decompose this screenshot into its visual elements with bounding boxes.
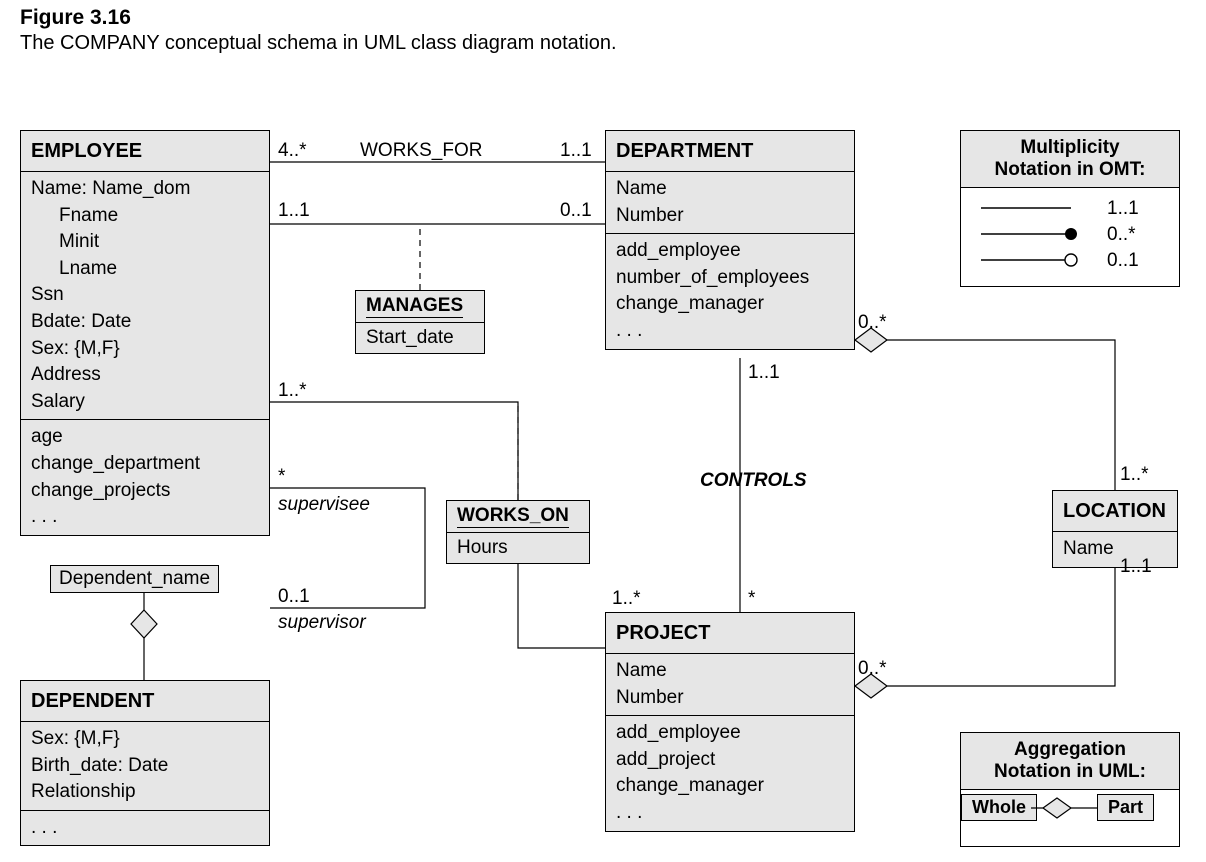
class-dependent-ops: . . . <box>21 811 269 846</box>
legend-uml-agg: Aggregation Notation in UML: Whole Part <box>960 732 1180 847</box>
class-employee: EMPLOYEE Name: Name_dom Fname Minit Lnam… <box>20 130 270 536</box>
omt-row-2: 0..1 <box>1107 250 1139 271</box>
attr: Salary <box>31 389 259 416</box>
class-dependent-attrs: Sex: {M,F} Birth_date: Date Relationship <box>21 722 269 811</box>
attr: Number <box>616 203 844 230</box>
op: age <box>31 424 259 451</box>
omt-row-1: 0..* <box>1107 224 1136 245</box>
mult-proj-loc-agg: 0..* <box>858 658 887 680</box>
attr: Birth_date: Date <box>31 753 259 780</box>
class-location: LOCATION Name <box>1052 490 1178 568</box>
attr: Ssn <box>31 282 259 309</box>
op: . . . <box>616 800 844 827</box>
class-department-attrs: Name Number <box>606 172 854 234</box>
qualifier-dependent-name: Dependent_name <box>50 565 219 593</box>
attr: Number <box>616 685 844 712</box>
op: number_of_employees <box>616 265 844 292</box>
attr: Bdate: Date <box>31 309 259 336</box>
assoc-manages-attr: Start_date <box>356 323 484 353</box>
mult-manages-left: 1..1 <box>278 200 310 222</box>
op: change_manager <box>616 291 844 318</box>
class-project: PROJECT Name Number add_employee add_pro… <box>605 612 855 832</box>
rel-works-for: WORKS_FOR <box>360 140 482 162</box>
op: . . . <box>31 504 259 531</box>
op: . . . <box>616 318 844 345</box>
class-project-name: PROJECT <box>606 613 854 654</box>
class-location-attrs: Name <box>1053 532 1177 567</box>
role-supervisor: supervisor <box>278 612 366 634</box>
omt-row-0: 1..1 <box>1107 198 1139 219</box>
attr: Relationship <box>31 779 259 806</box>
op: change_projects <box>31 478 259 505</box>
mult-dept-loc-locside: 1..* <box>1120 464 1149 486</box>
attr: Name <box>616 658 844 685</box>
class-project-ops: add_employee add_project change_manager … <box>606 716 854 830</box>
class-dependent-name: DEPENDENT <box>21 681 269 722</box>
assoc-class-manages: MANAGES Start_date <box>355 290 485 354</box>
assoc-works-on-name: WORKS_ON <box>447 501 589 533</box>
attr: Sex: {M,F} <box>31 336 259 363</box>
assoc-manages-name: MANAGES <box>356 291 484 323</box>
legend-omt-svg: 1..1 0..* 0..1 <box>975 196 1167 272</box>
op: . . . <box>31 815 259 842</box>
class-dependent: DEPENDENT Sex: {M,F} Birth_date: Date Re… <box>20 680 270 846</box>
mult-dept-loc-agg: 0..* <box>858 312 887 334</box>
mult-supervisor: 0..1 <box>278 586 310 608</box>
class-department: DEPARTMENT Name Number add_employee numb… <box>605 130 855 350</box>
attr: Minit <box>31 229 259 256</box>
mult-controls-bottom: * <box>748 588 755 610</box>
role-supervisee: supervisee <box>278 494 370 516</box>
op: add_employee <box>616 720 844 747</box>
class-department-name: DEPARTMENT <box>606 131 854 172</box>
legend-omt: Multiplicity Notation in OMT: 1..1 0..* … <box>960 130 1180 287</box>
mult-works-for-right: 1..1 <box>560 140 592 162</box>
attr: Lname <box>31 256 259 283</box>
op: add_employee <box>616 238 844 265</box>
class-employee-name: EMPLOYEE <box>21 131 269 172</box>
figure-caption: The COMPANY conceptual schema in UML cla… <box>20 32 617 55</box>
mult-manages-right: 0..1 <box>560 200 592 222</box>
attr: Sex: {M,F} <box>31 726 259 753</box>
class-project-attrs: Name Number <box>606 654 854 716</box>
figure-number: Figure 3.16 <box>20 6 131 30</box>
mult-supervisee: * <box>278 466 285 488</box>
legend-uml-agg-title: Aggregation Notation in UML: <box>961 733 1179 790</box>
mult-works-on-left: 1..* <box>278 380 307 402</box>
attr: Name: Name_dom <box>31 176 259 203</box>
mult-controls-top: 1..1 <box>748 362 780 384</box>
op: add_project <box>616 747 844 774</box>
legend-omt-title: Multiplicity Notation in OMT: <box>961 131 1179 188</box>
op: change_department <box>31 451 259 478</box>
diagram-page: Figure 3.16 The COMPANY conceptual schem… <box>0 0 1206 862</box>
class-employee-attrs: Name: Name_dom Fname Minit Lname Ssn Bda… <box>21 172 269 420</box>
assoc-works-on-attr: Hours <box>447 533 589 563</box>
attr: Fname <box>31 203 259 230</box>
rel-controls: CONTROLS <box>700 470 807 492</box>
legend-omt-body: 1..1 0..* 0..1 <box>961 188 1179 286</box>
mult-proj-loc-locside: 1..1 <box>1120 556 1152 578</box>
mult-works-for-left: 4..* <box>278 140 307 162</box>
attr: Address <box>31 362 259 389</box>
assoc-class-works-on: WORKS_ON Hours <box>446 500 590 564</box>
class-location-name: LOCATION <box>1053 491 1177 532</box>
legend-uml-agg-svg <box>961 790 1153 830</box>
attr: Name <box>616 176 844 203</box>
legend-uml-agg-body: Whole Part <box>961 790 1179 846</box>
mult-works-on-right: 1..* <box>612 588 641 610</box>
op: change_manager <box>616 773 844 800</box>
class-department-ops: add_employee number_of_employees change_… <box>606 234 854 348</box>
class-employee-ops: age change_department change_projects . … <box>21 420 269 534</box>
